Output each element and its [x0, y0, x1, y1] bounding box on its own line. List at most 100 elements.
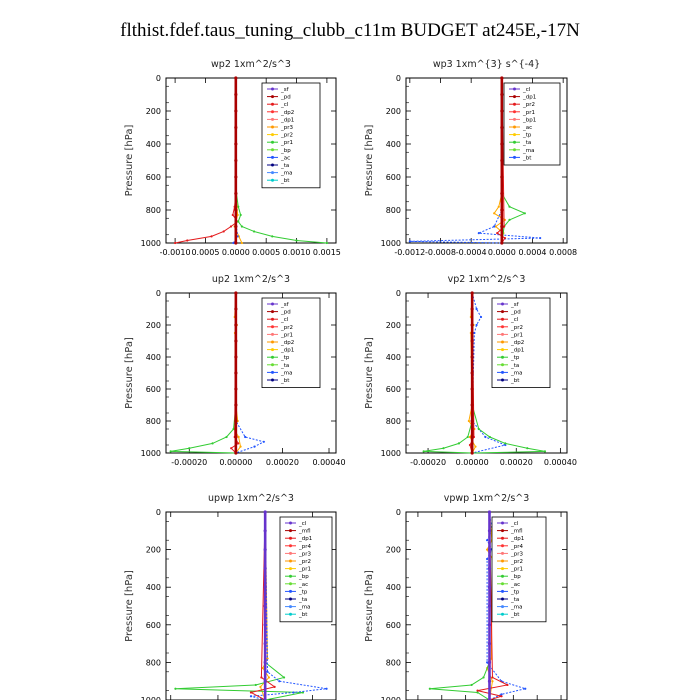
legend-entry: _pr1 [280, 140, 293, 146]
series-point [477, 232, 480, 235]
legend-marker [501, 378, 504, 382]
series-point [253, 445, 256, 448]
series-point [422, 450, 425, 453]
legend-marker [513, 95, 516, 99]
series-point [237, 220, 240, 223]
series-point [470, 339, 474, 343]
y-tick-label: 0 [156, 74, 161, 83]
legend-marker [501, 340, 504, 344]
series-point [263, 529, 267, 533]
legend-marker [271, 117, 274, 121]
legend-entry: _dp2 [280, 110, 294, 116]
series-point [500, 175, 504, 179]
legend-marker [501, 355, 504, 359]
legend-entry: _pr1 [280, 332, 293, 338]
legend-marker [501, 589, 504, 593]
series-point [467, 419, 470, 423]
legend-marker [271, 148, 274, 152]
series-point [477, 427, 480, 431]
series-point [263, 585, 267, 589]
y-tick-label: 1000 [141, 696, 161, 700]
chart-title: upwp 1xm^2/s^3 [208, 493, 294, 504]
series-point [234, 175, 238, 179]
legend-marker [289, 574, 292, 578]
legend-entry: _ta [298, 597, 307, 603]
chart-title: up2 1xm^2/s^3 [212, 274, 290, 285]
series-point [263, 548, 267, 552]
legend-marker [501, 521, 504, 525]
series-point [262, 440, 265, 443]
series-point [263, 679, 267, 683]
series-point [234, 109, 238, 113]
legend-box [491, 516, 547, 623]
legend-entry: _dp1 [298, 536, 312, 542]
series-point [500, 125, 504, 130]
x-tick-label: 0.0015 [313, 248, 341, 257]
series-point [234, 451, 238, 455]
series-point [500, 76, 504, 80]
legend-marker [289, 605, 292, 609]
legend-marker [289, 597, 292, 601]
series-point [254, 683, 257, 687]
y-tick-label: 600 [386, 173, 401, 182]
legend-marker [513, 87, 516, 91]
y-axis-label: Pressure [hPa] [364, 125, 375, 197]
legend-marker [513, 148, 516, 152]
series-point [500, 158, 504, 163]
series-line-cl [477, 511, 509, 700]
series-point [487, 679, 492, 683]
legend-entry: _sf [280, 302, 290, 308]
legend-entry: _pr1 [522, 110, 535, 116]
legend-marker [289, 551, 292, 555]
series-point [500, 693, 503, 696]
legend-marker [271, 370, 274, 374]
chart-panel-5: upwp 1xm^2/s^3 Pressure [hPa] 0 200 400 600 80… [124, 493, 337, 700]
series-point [474, 445, 477, 448]
legend-marker [501, 332, 504, 336]
y-tick-label: 200 [146, 546, 161, 555]
legend-marker [271, 133, 274, 137]
x-tick-label: 0.0010 [283, 248, 311, 257]
series-point [500, 142, 504, 146]
series-point [237, 205, 240, 208]
y-tick-label: 1000 [141, 449, 161, 458]
series-point [468, 443, 472, 447]
legend-marker [501, 310, 504, 314]
legend-entry: _tp [510, 589, 520, 595]
legend-marker [271, 125, 274, 129]
legend-entry: _ac [510, 582, 520, 588]
legend-entry: _dp1 [522, 95, 536, 101]
legend-entry: _cl [510, 521, 519, 527]
series-point [232, 241, 235, 245]
series-point [234, 158, 238, 163]
figure-title: flthist.fdef.taus_tuning_clubb_c11m BUDG… [120, 20, 580, 41]
series-point [539, 236, 542, 240]
series-point [457, 442, 461, 445]
legend-entry: _ac [522, 125, 532, 131]
series-point [500, 191, 504, 196]
y-tick-label: 800 [146, 206, 161, 215]
legend-marker [271, 378, 274, 382]
legend-marker [501, 363, 504, 367]
series-point [485, 661, 489, 664]
y-tick-label: 800 [386, 206, 401, 215]
plot-frame [165, 511, 337, 700]
series-point [263, 510, 267, 514]
series-point [487, 566, 492, 571]
legend-marker [289, 559, 292, 563]
y-tick-label: 800 [146, 417, 161, 426]
legend-entry: _mfl [298, 529, 311, 535]
legend-marker [513, 155, 516, 159]
legend-entry: _sf [280, 87, 290, 93]
legend-entry: _pd [280, 310, 291, 316]
legend-entry: _bt [298, 612, 308, 618]
legend-entry: _pr1 [298, 567, 311, 573]
legend-marker [289, 567, 292, 571]
legend-entry: _pr4 [510, 544, 524, 550]
legend-entry: _cl [280, 317, 289, 323]
x-tick-label: -0.0012 [394, 248, 425, 257]
x-tick-label: -0.00020 [171, 458, 207, 467]
y-tick-label: 1000 [381, 239, 401, 248]
series-point [237, 442, 240, 445]
